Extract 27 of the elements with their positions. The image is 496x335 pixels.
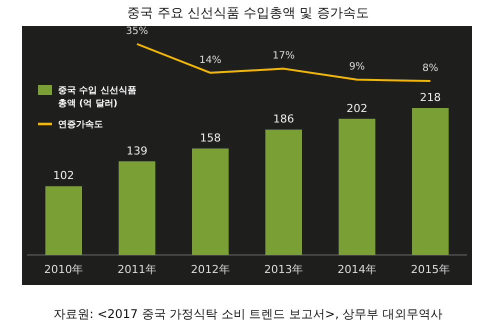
- bar: [118, 161, 156, 255]
- bar: [192, 148, 229, 255]
- data-label: 218: [420, 91, 441, 104]
- legend-label: 연증가속도: [58, 120, 103, 130]
- bar: [45, 186, 82, 255]
- bar: [412, 108, 449, 255]
- x-tick-label: 2012年: [190, 263, 230, 276]
- data-label: 14%: [199, 54, 222, 66]
- data-label: 158: [200, 131, 221, 144]
- data-label: 202: [346, 102, 368, 115]
- data-label: 186: [273, 112, 294, 126]
- bar: [338, 118, 376, 255]
- bar: [265, 130, 302, 255]
- x-tick-label: 2010年: [44, 263, 84, 276]
- legend-label: 중국 수입 신선식품 총액 (억 달러): [58, 86, 136, 109]
- data-label: 35%: [126, 26, 148, 37]
- data-label: 102: [53, 169, 74, 182]
- chart-title: 중국 주요 신선식품 수입총액 및 증가속도: [127, 6, 369, 21]
- text: 자료원: <2017 중국 가정식탁 소비 트렌드 보고서>, 상무부 대외무역사: [53, 307, 443, 321]
- data-label: 8%: [422, 63, 438, 74]
- data-label: 9%: [349, 62, 365, 73]
- x-tick-label: 2015年: [410, 263, 450, 276]
- x-tick-label: 2013年: [264, 263, 304, 276]
- data-label: 139: [126, 144, 148, 158]
- x-tick-label: 2011年: [118, 263, 156, 276]
- data-label: 17%: [272, 50, 295, 62]
- x-tick-label: 2014年: [338, 263, 376, 276]
